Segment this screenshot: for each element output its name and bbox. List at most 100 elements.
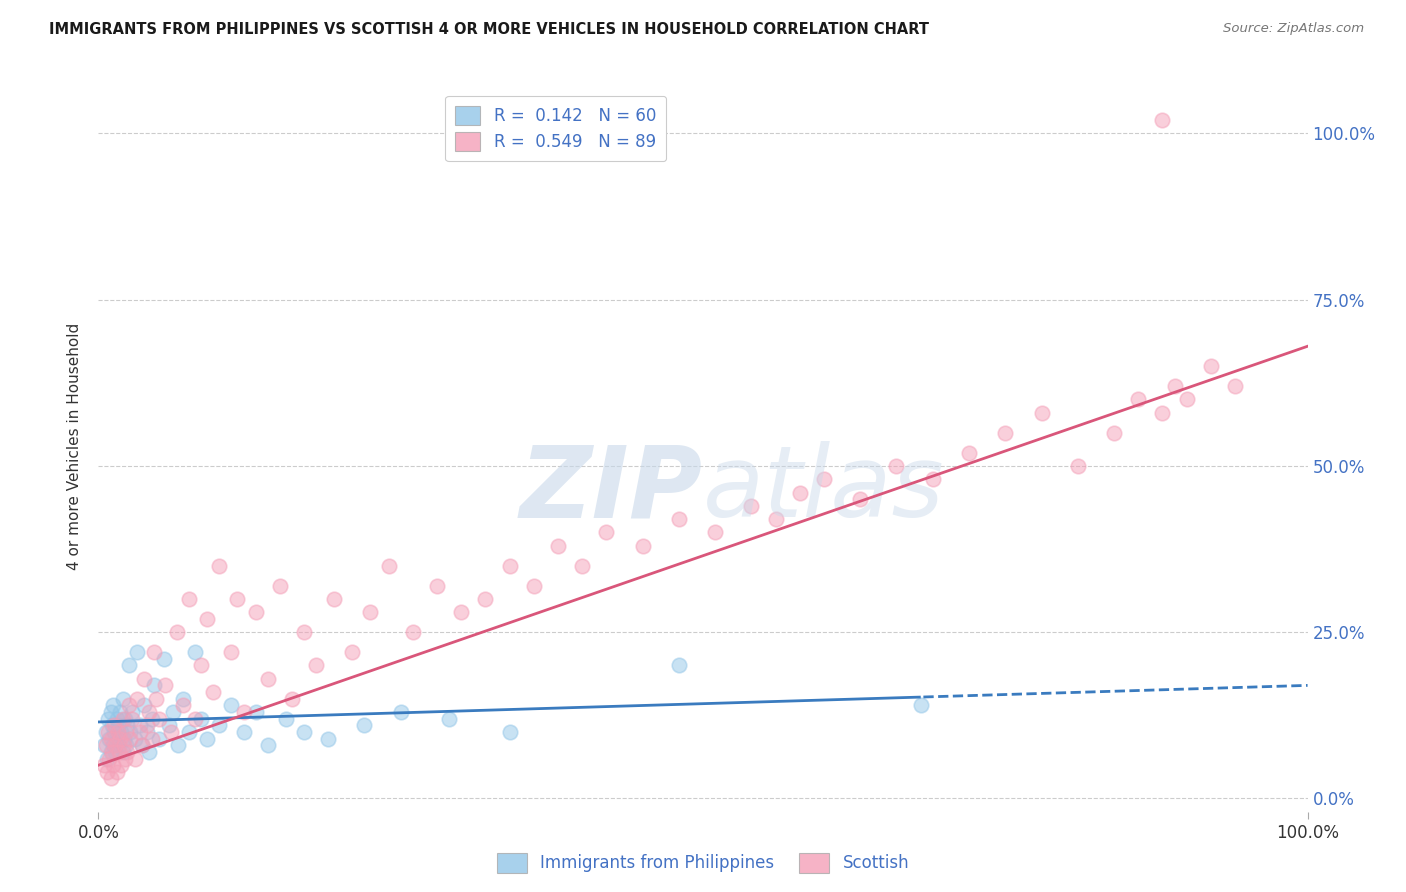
Point	[112, 738, 135, 752]
Point	[141, 731, 163, 746]
Point	[100, 745, 122, 759]
Point	[190, 712, 212, 726]
Point	[128, 725, 150, 739]
Point	[114, 751, 136, 765]
Point	[98, 751, 121, 765]
Point	[107, 718, 129, 732]
Point	[96, 751, 118, 765]
Point	[1067, 458, 1090, 473]
Point	[1223, 379, 1246, 393]
Point	[813, 472, 835, 486]
Point	[740, 499, 762, 513]
Point	[157, 718, 180, 732]
Point	[97, 725, 120, 739]
Point	[101, 738, 124, 752]
Point	[138, 745, 160, 759]
Point	[571, 558, 593, 573]
Point	[1152, 113, 1174, 128]
Point	[221, 645, 243, 659]
Text: IMMIGRANTS FROM PHILIPPINES VS SCOTTISH 4 OR MORE VEHICLES IN HOUSEHOLD CORRELAT: IMMIGRANTS FROM PHILIPPINES VS SCOTTISH …	[49, 22, 929, 37]
Point	[134, 698, 156, 713]
Point	[402, 625, 425, 640]
Y-axis label: 4 or more Vehicles in Household: 4 or more Vehicles in Household	[67, 322, 83, 570]
Point	[437, 712, 460, 726]
Point	[245, 605, 267, 619]
Point	[172, 691, 194, 706]
Point	[118, 658, 141, 673]
Text: ZIP: ZIP	[520, 442, 703, 539]
Point	[910, 698, 932, 713]
Point	[100, 718, 122, 732]
Point	[1175, 392, 1198, 407]
Point	[232, 705, 254, 719]
Point	[141, 712, 163, 726]
Point	[202, 685, 225, 699]
Point	[184, 712, 207, 726]
Point	[377, 558, 399, 573]
Point	[108, 745, 131, 759]
Point	[93, 738, 115, 752]
Point	[195, 731, 218, 746]
Point	[104, 738, 127, 752]
Point	[112, 731, 135, 746]
Point	[118, 698, 141, 713]
Point	[1199, 359, 1222, 374]
Point	[124, 751, 146, 765]
Point	[134, 672, 156, 686]
Point	[1152, 406, 1174, 420]
Point	[110, 725, 132, 739]
Point	[426, 579, 449, 593]
Point	[323, 591, 346, 606]
Point	[190, 658, 212, 673]
Point	[111, 745, 134, 759]
Point	[523, 579, 546, 593]
Point	[789, 485, 811, 500]
Point	[1163, 379, 1185, 393]
Point	[957, 445, 980, 459]
Point	[179, 725, 201, 739]
Point	[127, 691, 149, 706]
Point	[100, 705, 122, 719]
Point	[450, 605, 472, 619]
Point	[135, 725, 157, 739]
Point	[921, 472, 943, 486]
Point	[105, 764, 128, 779]
Point	[353, 718, 375, 732]
Point	[115, 725, 138, 739]
Point	[143, 678, 166, 692]
Point	[208, 558, 231, 573]
Point	[117, 718, 139, 732]
Point	[281, 691, 304, 706]
Point	[179, 591, 201, 606]
Point	[765, 512, 787, 526]
Point	[226, 591, 249, 606]
Point	[96, 764, 118, 779]
Point	[152, 652, 174, 666]
Point	[104, 745, 127, 759]
Text: atlas: atlas	[703, 442, 945, 539]
Point	[474, 591, 496, 606]
Point	[1128, 392, 1150, 407]
Point	[256, 738, 278, 752]
Point	[127, 645, 149, 659]
Point	[160, 725, 183, 739]
Point	[105, 731, 128, 746]
Point	[305, 658, 328, 673]
Point	[498, 725, 520, 739]
Text: Source: ZipAtlas.com: Source: ZipAtlas.com	[1223, 22, 1364, 36]
Point	[704, 525, 727, 540]
Point	[148, 731, 170, 746]
Point	[108, 705, 131, 719]
Point	[108, 731, 131, 746]
Point	[221, 698, 243, 713]
Point	[131, 738, 153, 752]
Point	[547, 539, 569, 553]
Point	[342, 645, 364, 659]
Point	[110, 758, 132, 772]
Point	[256, 672, 278, 686]
Point	[138, 705, 160, 719]
Point	[101, 758, 124, 772]
Point	[184, 645, 207, 659]
Point	[135, 718, 157, 732]
Point	[668, 658, 690, 673]
